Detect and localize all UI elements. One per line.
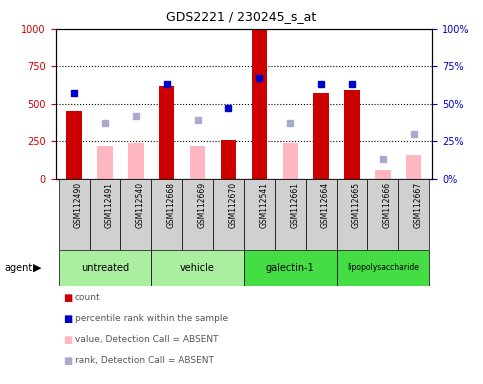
Text: GSM112665: GSM112665 xyxy=(352,182,361,228)
Text: GSM112666: GSM112666 xyxy=(383,182,392,228)
Text: ■: ■ xyxy=(63,335,72,345)
Text: rank, Detection Call = ABSENT: rank, Detection Call = ABSENT xyxy=(75,356,214,366)
Bar xyxy=(66,111,82,179)
Bar xyxy=(368,179,398,250)
Text: agent: agent xyxy=(5,263,33,273)
Text: GSM112668: GSM112668 xyxy=(167,182,176,228)
Bar xyxy=(275,179,306,250)
Text: vehicle: vehicle xyxy=(180,263,215,273)
Text: GDS2221 / 230245_s_at: GDS2221 / 230245_s_at xyxy=(166,10,317,23)
Bar xyxy=(58,179,89,250)
Bar xyxy=(58,250,151,286)
Text: GSM112670: GSM112670 xyxy=(228,182,238,228)
Text: untreated: untreated xyxy=(81,263,129,273)
Bar xyxy=(398,179,429,250)
Bar xyxy=(375,170,391,179)
Text: GSM112491: GSM112491 xyxy=(105,182,114,228)
Bar xyxy=(89,179,120,250)
Text: GSM112490: GSM112490 xyxy=(74,182,83,228)
Text: GSM112540: GSM112540 xyxy=(136,182,145,228)
Text: galectin-1: galectin-1 xyxy=(266,263,314,273)
Text: count: count xyxy=(75,293,100,302)
Text: ■: ■ xyxy=(63,293,72,303)
Text: GSM112664: GSM112664 xyxy=(321,182,330,228)
Bar xyxy=(337,179,368,250)
Text: lipopolysaccharide: lipopolysaccharide xyxy=(347,263,419,272)
Text: GSM112667: GSM112667 xyxy=(414,182,423,228)
Text: percentile rank within the sample: percentile rank within the sample xyxy=(75,314,228,323)
Bar xyxy=(337,250,429,286)
Text: GSM112541: GSM112541 xyxy=(259,182,269,228)
Text: ▶: ▶ xyxy=(33,263,42,273)
Bar xyxy=(213,179,244,250)
Bar xyxy=(190,146,205,179)
Bar xyxy=(313,93,329,179)
Text: GSM112669: GSM112669 xyxy=(198,182,207,228)
Text: value, Detection Call = ABSENT: value, Detection Call = ABSENT xyxy=(75,335,218,344)
Text: GSM112661: GSM112661 xyxy=(290,182,299,228)
Bar xyxy=(128,142,143,179)
Bar xyxy=(252,30,267,179)
Bar xyxy=(283,143,298,179)
Bar xyxy=(306,179,337,250)
Bar xyxy=(221,140,236,179)
Bar xyxy=(159,86,174,179)
Text: ■: ■ xyxy=(63,356,72,366)
Bar xyxy=(97,146,113,179)
Bar xyxy=(244,250,337,286)
Text: ■: ■ xyxy=(63,314,72,324)
Bar xyxy=(244,179,275,250)
Bar xyxy=(151,179,182,250)
Bar xyxy=(406,155,422,179)
Bar xyxy=(151,250,244,286)
Bar xyxy=(344,90,360,179)
Bar xyxy=(182,179,213,250)
Bar xyxy=(120,179,151,250)
